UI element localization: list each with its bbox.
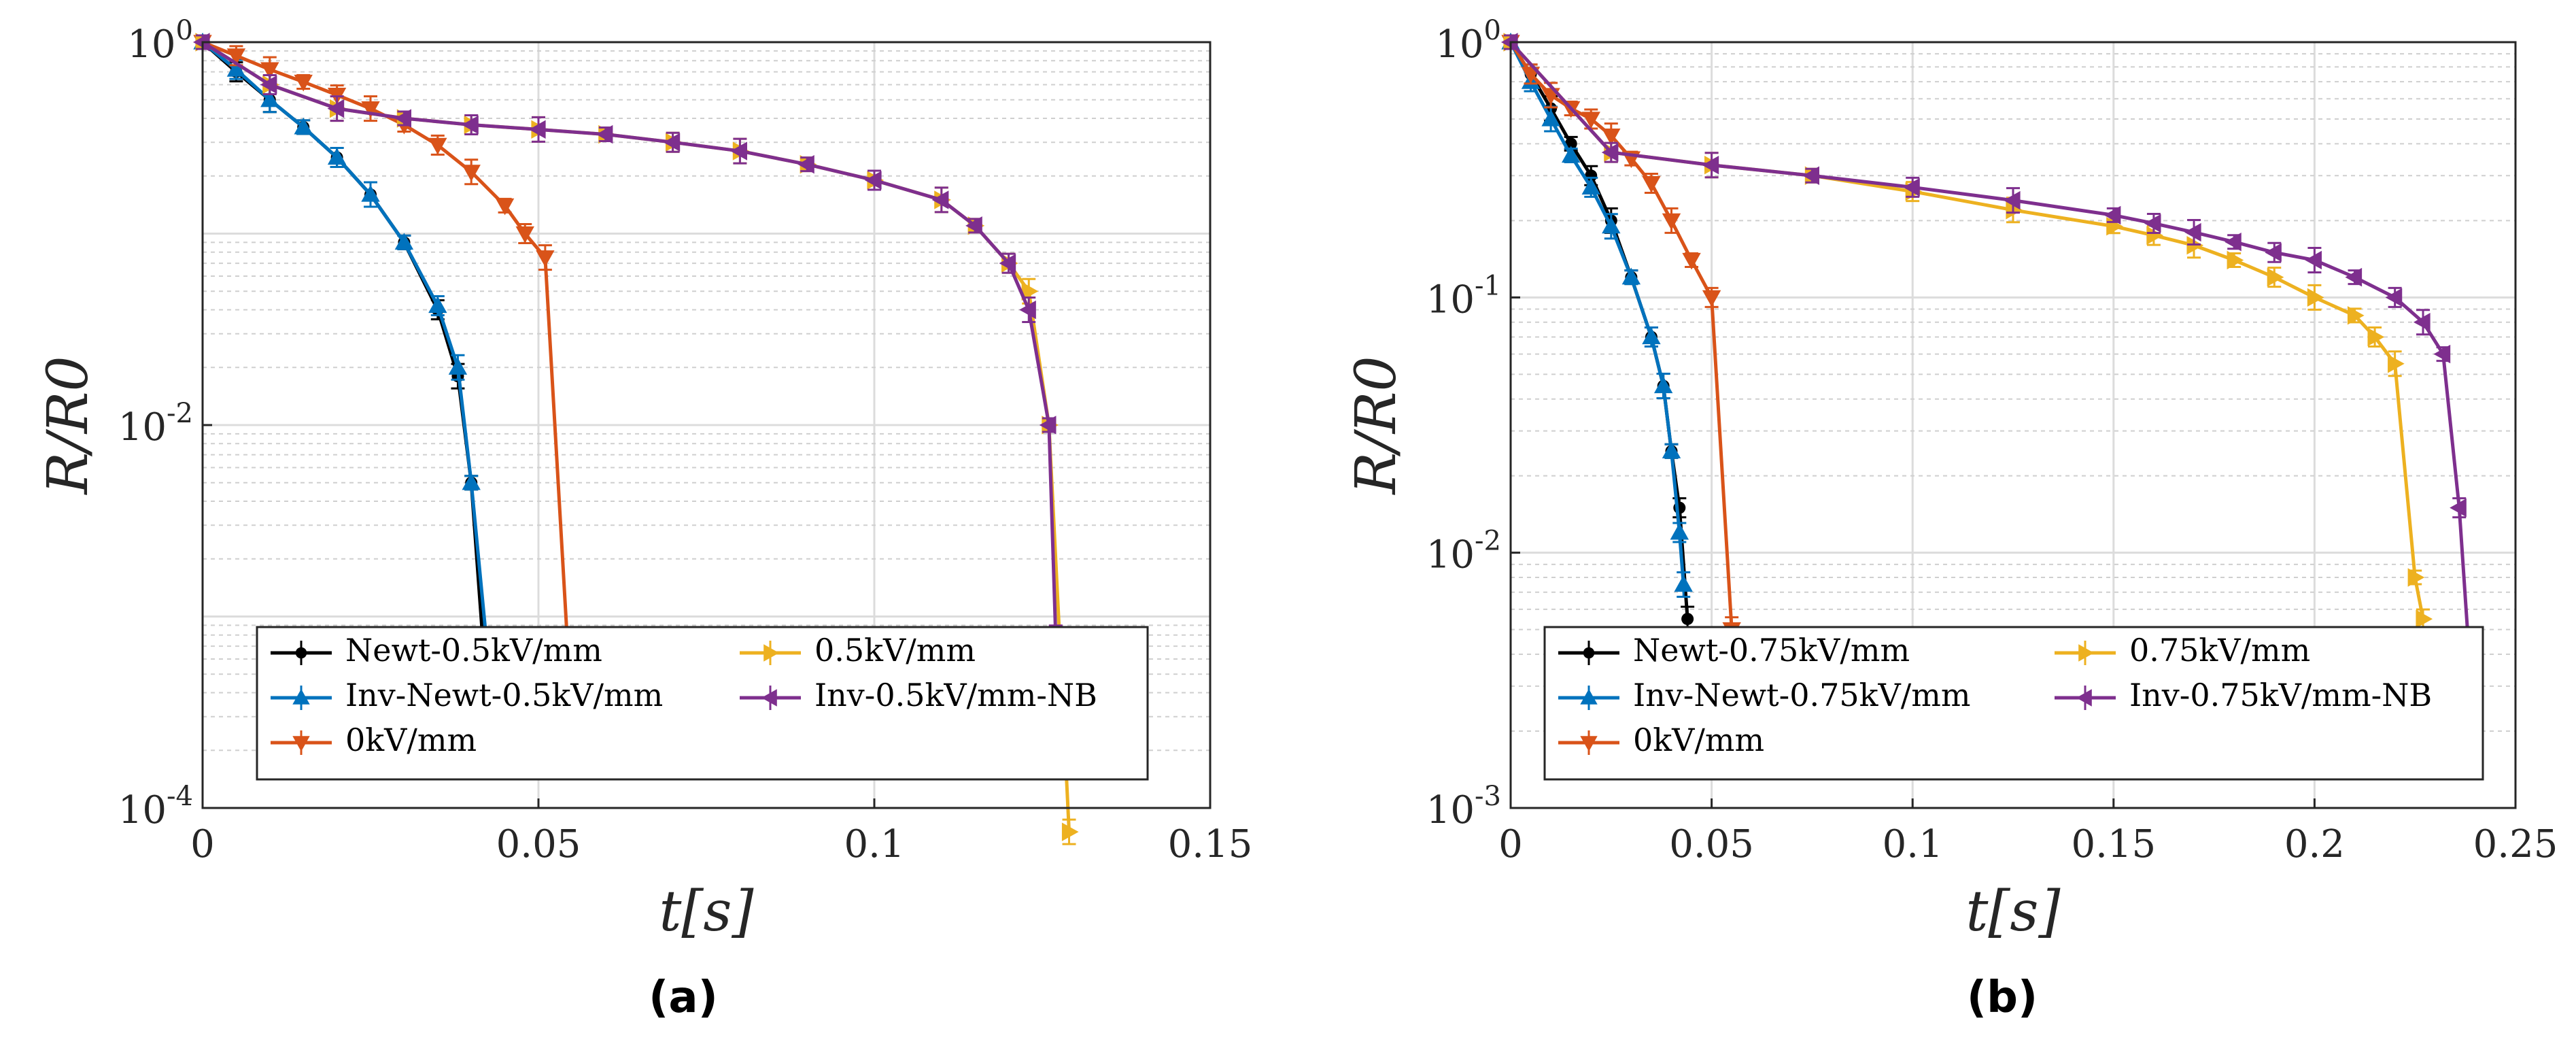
legend-swatch-marker	[1583, 647, 1595, 659]
panel-caption-a: (a)	[649, 973, 718, 1023]
y-axis-label-b: R/R0	[1344, 356, 1409, 495]
legend-b: Newt-0.75kV/mm Inv-Newt-0.75kV/mm 0kV/mm 0.…	[1545, 627, 2483, 779]
legend-label: Newt-0.75kV/mm	[1633, 632, 1910, 669]
legend-label: Inv-Newt-0.75kV/mm	[1633, 677, 1970, 713]
x-tick-label: 0.15	[1168, 822, 1253, 866]
data-point	[1681, 613, 1694, 625]
legend-label: 0.5kV/mm	[814, 632, 976, 669]
y-tick-label: 10-4	[118, 781, 193, 832]
legend-label: 0.75kV/mm	[2129, 632, 2310, 669]
panel-b: 0 0.05 0.1 0.15 0.2 0.25 100 10-1 10-2 10-3 t[s]…	[1344, 15, 2558, 1023]
legend-label: Newt-0.5kV/mm	[345, 632, 602, 669]
legend-swatch-marker	[296, 647, 307, 659]
y-tick-label: 10-2	[118, 398, 193, 450]
x-tick-label: 0	[1498, 822, 1523, 866]
y-tick-label: 10-2	[1426, 526, 1501, 577]
x-tick-label: 0.05	[1669, 822, 1754, 866]
y-ticks-b: 100 10-1 10-2 10-3	[1426, 15, 1520, 832]
y-tick-label: 100	[1435, 15, 1501, 67]
x-tick-label: 0.05	[496, 822, 581, 866]
x-tick-label: 0.1	[844, 822, 904, 866]
x-tick-label: 0	[190, 822, 215, 866]
legend-a: Newt-0.5kV/mm Inv-Newt-0.5kV/mm 0kV/mm 0.5k…	[257, 627, 1148, 779]
x-axis-label-a: t[s]	[659, 879, 754, 944]
panel-caption-b: (b)	[1967, 973, 2038, 1023]
x-axis-label-b: t[s]	[1965, 879, 2061, 944]
x-tick-label: 0.15	[2071, 822, 2156, 866]
figure: 0 0.05 0.1 0.15 100 10-2 10-4 t[s] R/R0 Newt-…	[0, 0, 2576, 1046]
legend-label: Inv-0.5kV/mm-NB	[814, 677, 1097, 713]
panel-a: 0 0.05 0.1 0.15 100 10-2 10-4 t[s] R/R0 Newt-…	[36, 15, 1252, 1023]
legend-label: Inv-0.75kV/mm-NB	[2129, 677, 2432, 713]
y-tick-label: 10-3	[1426, 781, 1501, 832]
x-tick-label: 0.1	[1883, 822, 1943, 866]
y-ticks-a: 100 10-2 10-4	[118, 15, 212, 832]
legend-label: Inv-Newt-0.5kV/mm	[345, 677, 663, 713]
x-tick-label: 0.2	[2284, 822, 2345, 866]
legend-label: 0kV/mm	[345, 722, 477, 758]
y-tick-label: 10-1	[1426, 270, 1501, 322]
x-tick-label: 0.25	[2473, 822, 2558, 866]
y-axis-label-a: R/R0	[36, 356, 101, 495]
legend-label: 0kV/mm	[1633, 722, 1764, 758]
y-tick-label: 100	[127, 15, 193, 67]
